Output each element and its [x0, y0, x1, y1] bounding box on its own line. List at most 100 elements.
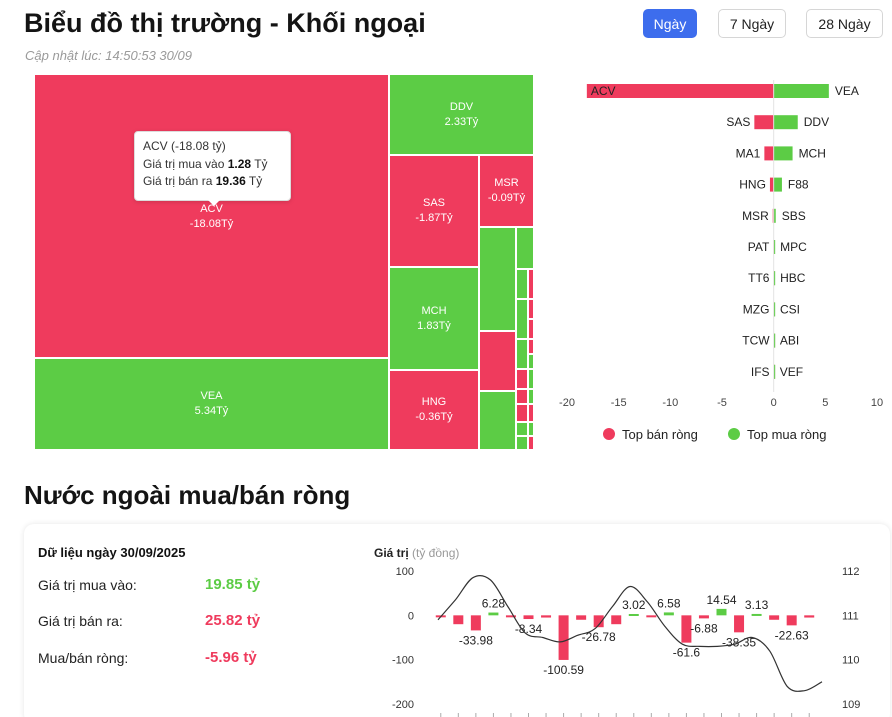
treemap-cell-small[interactable] — [479, 331, 516, 391]
tooltip-sell-value: 19.36 — [215, 174, 246, 188]
treemap-cell-small[interactable] — [528, 369, 534, 389]
treemap-cell-code: SAS — [422, 197, 445, 209]
treemap-cell-code: HNG — [421, 396, 447, 408]
treemap-cell-small[interactable] — [516, 369, 528, 389]
y-tick-label: 100 — [396, 566, 414, 578]
bar-sell-label: MSR — [742, 209, 769, 223]
bar-buy-label: MPC — [780, 240, 807, 254]
tab-28-days[interactable]: 28 Ngày — [806, 9, 883, 38]
bar-buy[interactable] — [773, 302, 776, 317]
treemap-cell-small[interactable] — [528, 339, 534, 354]
net-bar[interactable] — [628, 613, 639, 616]
net-flow-chart: Giá trị (tỷ đồng) 100 0 -100 -200 112 111 110 10… — [374, 546, 860, 717]
legend-buy-label[interactable]: Top mua ròng — [747, 427, 827, 442]
bar-sell[interactable] — [769, 177, 774, 192]
treemap-cell-small[interactable] — [528, 404, 534, 422]
treemap-cell-small[interactable] — [479, 391, 516, 450]
x-tick-label: -15 — [611, 397, 627, 409]
treemap-cell-mch[interactable]: MCH 1.83Tỷ — [389, 267, 479, 370]
treemap-cell-value: 2.33Tỷ — [444, 115, 479, 128]
treemap-cell-value: -0.36Tỷ — [415, 411, 453, 423]
net-bar[interactable] — [734, 615, 745, 633]
treemap-cell-small[interactable] — [479, 227, 516, 331]
treemap-cell-small[interactable] — [516, 269, 528, 299]
bar-sell[interactable] — [586, 84, 774, 98]
net-bar[interactable] — [558, 615, 569, 660]
bar-buy[interactable] — [773, 240, 776, 254]
treemap-cell-small[interactable] — [516, 227, 534, 269]
y-axis-label: Giá trị (tỷ đồng) — [374, 546, 459, 560]
bar-sell-label: IFS — [751, 365, 770, 379]
treemap-cell-small[interactable] — [516, 422, 528, 436]
bar-sell-label: TCW — [742, 334, 770, 348]
bar-buy-label: VEA — [835, 84, 859, 98]
x-tick-label: -10 — [662, 397, 678, 409]
treemap-cell-small[interactable] — [528, 354, 534, 369]
x-tick-label: 10 — [871, 397, 883, 409]
tooltip-buy-value: 1.28 — [227, 156, 252, 171]
bar-sell[interactable] — [754, 115, 774, 130]
y-tick-label: -100 — [392, 655, 414, 667]
treemap-cell-small[interactable] — [528, 436, 534, 450]
treemap-cell-small[interactable] — [528, 319, 534, 339]
net-bar[interactable] — [804, 615, 815, 618]
net-bar[interactable] — [681, 615, 692, 643]
net-bar[interactable] — [593, 615, 604, 628]
updated-timestamp: Cập nhật lúc: 14:50:53 30/09 — [25, 48, 192, 63]
bar-buy[interactable] — [773, 84, 829, 98]
net-bar[interactable] — [698, 615, 709, 619]
bar-buy[interactable] — [773, 146, 793, 161]
net-bar[interactable] — [786, 615, 797, 626]
bar-data-label: -100.59 — [543, 663, 584, 677]
treemap-cell-code: MSR — [494, 177, 519, 189]
net-bar[interactable] — [470, 615, 481, 631]
treemap-cell-msr[interactable]: MSR -0.09Tỷ — [479, 155, 534, 227]
treemap-cell-small[interactable] — [528, 269, 534, 299]
tab-day[interactable]: Ngày — [643, 9, 697, 38]
net-bar[interactable] — [769, 615, 780, 620]
net-value: -5.96 tỷ — [205, 649, 257, 666]
net-bar[interactable] — [453, 615, 464, 625]
net-bar[interactable] — [523, 615, 534, 620]
treemap-cell-vea[interactable]: VEA 5.34Tỷ — [34, 358, 389, 450]
legend-sell-label[interactable]: Top bán ròng — [622, 427, 698, 442]
bar-buy[interactable] — [773, 364, 776, 379]
bar-buy[interactable] — [773, 208, 776, 223]
treemap-cell-small[interactable] — [516, 389, 528, 404]
legend-buy-marker — [728, 428, 740, 440]
bar-sell-label: PAT — [748, 240, 770, 254]
treemap-cell-acv[interactable]: ACV -18.08Tỷ — [34, 74, 389, 358]
net-bar[interactable] — [541, 615, 552, 618]
treemap-cell-sas[interactable]: SAS -1.87Tỷ — [389, 155, 479, 267]
treemap: ACV -18.08Tỷ VEA 5.34Tỷ DDV 2.33Tỷ SAS -1.87Tỷ M… — [34, 74, 534, 450]
tab-7-days[interactable]: 7 Ngày — [718, 9, 786, 38]
bar-buy-label: ABI — [780, 334, 799, 348]
treemap-cell-hng[interactable]: HNG -0.36Tỷ — [389, 370, 479, 450]
bar-buy[interactable] — [773, 115, 798, 130]
bar-buy[interactable] — [773, 333, 776, 348]
treemap-cell-small[interactable] — [516, 339, 528, 369]
bar-buy[interactable] — [773, 177, 782, 192]
treemap-cell-code: DDV — [449, 100, 474, 113]
treemap-cell-small[interactable] — [528, 389, 534, 404]
treemap-cell-small[interactable] — [528, 299, 534, 319]
net-bar[interactable] — [663, 612, 674, 616]
sell-value-label: Giá trị bán ra: — [38, 613, 123, 629]
bar-sell[interactable] — [764, 146, 774, 161]
net-bar[interactable] — [611, 615, 622, 625]
net-bar[interactable] — [505, 615, 516, 618]
net-bar[interactable] — [751, 613, 762, 616]
buy-value-label: Giá trị mua vào: — [38, 577, 137, 593]
tooltip-title: ACV (-18.08 tỷ) — [143, 139, 226, 153]
treemap-cell-small[interactable] — [516, 436, 528, 450]
treemap-cell-ddv[interactable]: DDV 2.33Tỷ — [389, 74, 534, 155]
net-bar[interactable] — [576, 615, 587, 620]
net-bar[interactable] — [488, 612, 499, 616]
treemap-cell-small[interactable] — [528, 422, 534, 436]
treemap-cell-small[interactable] — [516, 404, 528, 422]
bar-buy-label: HBC — [780, 271, 806, 285]
net-bar[interactable] — [716, 608, 727, 616]
treemap-cell-small[interactable] — [516, 299, 528, 339]
net-bar[interactable] — [646, 615, 657, 618]
bar-buy[interactable] — [773, 271, 776, 286]
